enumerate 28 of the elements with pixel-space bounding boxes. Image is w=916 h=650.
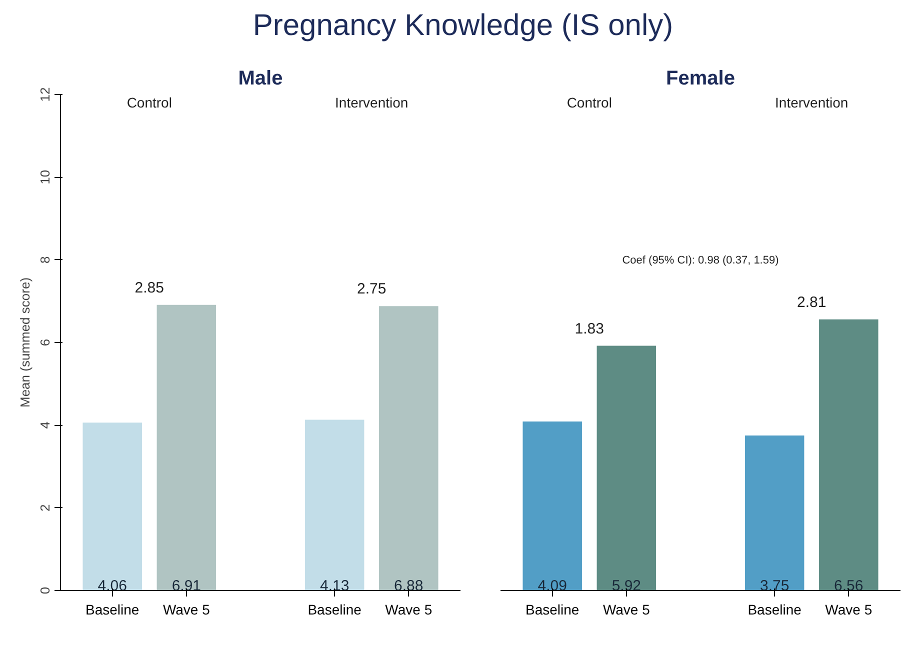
x-tick-label: Wave 5: [602, 602, 650, 618]
annotation: 2.75: [357, 280, 386, 298]
x-tick-label: Baseline: [86, 602, 140, 618]
x-tick-label: Baseline: [526, 602, 580, 618]
x-tick-label: Wave 5: [385, 602, 432, 618]
y-tick-label: 10: [38, 170, 52, 184]
x-tick-label: Baseline: [748, 602, 802, 618]
chart-subtitle: Male: [238, 68, 283, 90]
x-tick-label: Wave 5: [825, 602, 872, 618]
y-tick-label: 12: [38, 87, 52, 102]
annotation: Coef (95% CI): 0.98 (0.37, 1.59): [622, 254, 779, 267]
annotation: 1.83: [574, 320, 604, 338]
annotation: Intervention: [335, 94, 408, 110]
chart-title: Pregnancy Knowledge (IS only): [252, 8, 674, 44]
y-tick-label: 8: [38, 256, 52, 264]
x-tick-label: Baseline: [308, 602, 362, 618]
chart-subtitle: Female: [666, 68, 735, 90]
x-tick-label: Wave 5: [162, 602, 210, 618]
y-tick-label: 2: [38, 504, 52, 512]
annotation: Intervention: [775, 94, 848, 110]
y-tick-label: 4: [38, 422, 52, 429]
y-tick-label: 0: [38, 586, 52, 594]
annotation: Control: [566, 94, 612, 110]
annotation: 2.81: [797, 294, 826, 311]
annotation: Control: [126, 94, 172, 110]
annotation: 2.85: [134, 279, 164, 296]
y-axis-title: Mean (summed score): [18, 277, 32, 408]
y-tick-label: 6: [38, 338, 52, 346]
